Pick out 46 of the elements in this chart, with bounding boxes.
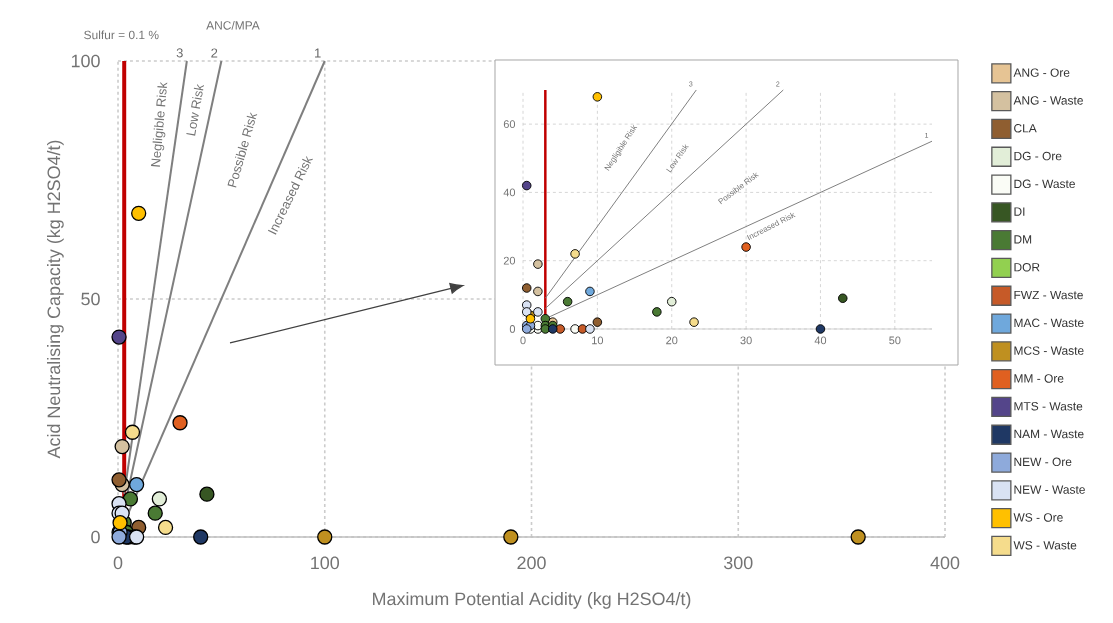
- series-label: 3: [176, 48, 183, 58]
- annotation: Negligible Risk: [151, 81, 168, 167]
- x-tick-label: 200: [517, 556, 546, 570]
- legend-label: MCS - Waste: [1014, 346, 1084, 355]
- y-tick-label: 100: [71, 54, 100, 68]
- text: Sulfur = 0.1 %: [84, 30, 159, 40]
- legend-label: DM: [1014, 235, 1032, 244]
- legend-label: NEW - Ore: [1014, 457, 1072, 467]
- y-tick-label: 50: [81, 292, 100, 306]
- legend-label: FWZ - Waste: [1014, 290, 1083, 300]
- x-tick-label: 30: [740, 336, 752, 345]
- y-tick-label: 40: [503, 188, 516, 197]
- legend-label: CLA: [1014, 124, 1037, 133]
- legend-label: MM - Ore: [1014, 374, 1064, 383]
- legend-label: NEW - Waste: [1014, 485, 1085, 494]
- text: ANC/MPA: [206, 20, 260, 30]
- x-tick-label: 400: [930, 556, 960, 570]
- legend-label: MAC - Waste: [1014, 318, 1084, 328]
- annotation: Low Risk: [186, 83, 205, 136]
- x-tick-label: 10: [592, 336, 604, 345]
- legend-label: ANG - Ore: [1013, 68, 1070, 77]
- legend-label: MTS - Waste: [1014, 402, 1083, 411]
- series-label: 2: [211, 48, 218, 58]
- x-tick-label: 0: [113, 556, 123, 570]
- y-tick-label: 0: [509, 325, 516, 333]
- legend-label: DOR: [1014, 263, 1040, 272]
- y-tick-label: 0: [91, 530, 100, 544]
- x-tick-label: 50: [889, 336, 901, 345]
- annotation: Possible Risk: [227, 112, 258, 188]
- legend-label: DG - Ore: [1014, 151, 1062, 161]
- legend-label: DI: [1014, 207, 1025, 216]
- legend-label: NAM - Waste: [1014, 429, 1084, 439]
- y-axis-title: Acid Neutralising Capacity (kg H2SO4/t): [47, 140, 64, 459]
- x-axis-title: Maximum Potential Acidity (kg H2SO4/t): [373, 592, 691, 609]
- legend-label: DG - Waste: [1014, 179, 1075, 189]
- x-tick-label: 300: [723, 556, 753, 570]
- x-tick-label: 20: [666, 336, 678, 345]
- x-tick-label: 100: [311, 556, 340, 570]
- y-tick-label: 20: [503, 256, 516, 265]
- x-tick-label: 40: [814, 336, 827, 345]
- legend-label: WS - Waste: [1013, 541, 1077, 550]
- y-tick-label: 60: [503, 120, 516, 129]
- x-tick-label: 0: [520, 336, 526, 345]
- series-label: 1: [315, 48, 321, 58]
- legend-label: ANG - Waste: [1013, 96, 1083, 105]
- legend-label: WS - Ore: [1013, 513, 1063, 522]
